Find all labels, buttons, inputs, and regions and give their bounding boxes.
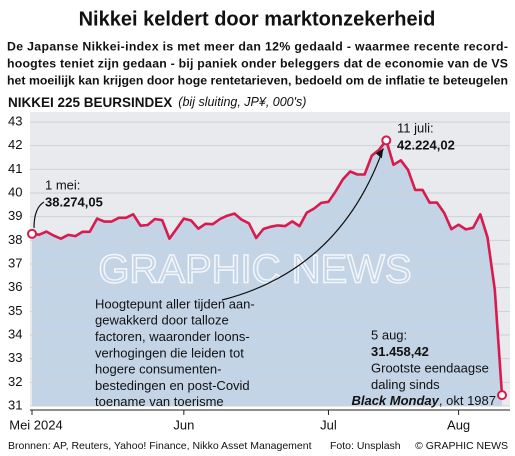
area bbox=[32, 140, 502, 406]
y-tick-label: 31 bbox=[8, 397, 22, 412]
y-tick-label: 41 bbox=[8, 161, 22, 176]
y-tick-label: 38 bbox=[8, 232, 22, 247]
annotation: 11 juli: bbox=[397, 120, 434, 135]
annotation: , okt 1987 bbox=[439, 393, 496, 408]
annotation: daling sinds bbox=[371, 377, 440, 392]
photo-credit: Foto: Unsplash bbox=[330, 440, 401, 452]
annotation: 31.458,42 bbox=[371, 344, 429, 359]
annotation: Black Monday, okt 1987 bbox=[351, 393, 496, 408]
source: Bronnen: AP, Reuters, Yahoo! Finance, Ni… bbox=[8, 440, 312, 452]
y-tick-label: 33 bbox=[8, 350, 22, 365]
y-tick-label: 43 bbox=[8, 113, 22, 128]
annotation-note: Hoogtepunt aller tijden aan- bbox=[95, 296, 255, 311]
subtitle-line: De Japanse Nikkei-index is met meer dan … bbox=[7, 39, 508, 53]
point-marker bbox=[27, 228, 37, 239]
x-tick-label: Jul bbox=[320, 417, 337, 432]
annotation-note: hogere consumenten- bbox=[95, 362, 221, 377]
annotation: 1 mei: bbox=[45, 177, 80, 192]
y-tick-label: 36 bbox=[8, 279, 22, 294]
credit: © GRAPHIC NEWS bbox=[415, 440, 508, 452]
annotation-arrow bbox=[221, 148, 384, 301]
annotation-emphasis: Black Monday bbox=[351, 393, 439, 408]
axis-label: NIKKEI 225 BEURSINDEX (bij sluiting, JP¥,… bbox=[8, 95, 306, 110]
annotation: Grootste eendaagse bbox=[371, 360, 489, 375]
annotation-note: verhogingen die leiden tot bbox=[95, 345, 244, 360]
watermark: GRAPHIC NEWS bbox=[98, 248, 411, 292]
line bbox=[31, 139, 504, 396]
x-tick-label: Aug bbox=[447, 417, 470, 432]
plot: GRAPHIC NEWS bbox=[27, 112, 510, 407]
annotation: 42.224,02 bbox=[397, 137, 455, 152]
annotation: 38.274,05 bbox=[45, 194, 103, 209]
annotation-note: toename van toerisme bbox=[95, 394, 224, 409]
annotation-note: bestedingen en post-Covid bbox=[95, 378, 250, 393]
annotation-arrow bbox=[33, 201, 45, 228]
x-tick-label: Jun bbox=[173, 417, 194, 432]
subtitle-line: het moeilijk kan krijgen door hoge rente… bbox=[7, 73, 508, 87]
y-tick-label: 35 bbox=[8, 303, 22, 318]
y-tick-label: 42 bbox=[8, 137, 22, 152]
y-tick-label: 40 bbox=[8, 184, 22, 199]
subtitle-line: hoogtes teniet zijn gedaan - bij paniek … bbox=[7, 56, 508, 70]
point-marker bbox=[381, 135, 392, 146]
y-tick-label: 32 bbox=[8, 374, 22, 389]
annotation-note: gewakkerd door talloze bbox=[95, 313, 229, 328]
x-tick-label: Mei 2024 bbox=[9, 417, 62, 432]
y-tick-label: 37 bbox=[8, 255, 22, 270]
subtitle: De Japanse Nikkei-index is met meer dan … bbox=[7, 39, 508, 87]
axis-label-main: NIKKEI 225 BEURSINDEX bbox=[8, 95, 172, 110]
y-tick-label: 39 bbox=[8, 208, 22, 223]
chart-title: Nikkei keldert door marktonzekerheid bbox=[79, 8, 436, 30]
y-tick-label: 34 bbox=[8, 326, 22, 341]
annotation: 5 aug: bbox=[371, 327, 407, 342]
annotation-note: factoren, waaronder loons- bbox=[95, 329, 250, 344]
axis-label-unit: (bij sluiting, JP¥, 000's) bbox=[178, 95, 306, 109]
arrow-head bbox=[375, 148, 384, 159]
point-marker bbox=[497, 390, 507, 401]
